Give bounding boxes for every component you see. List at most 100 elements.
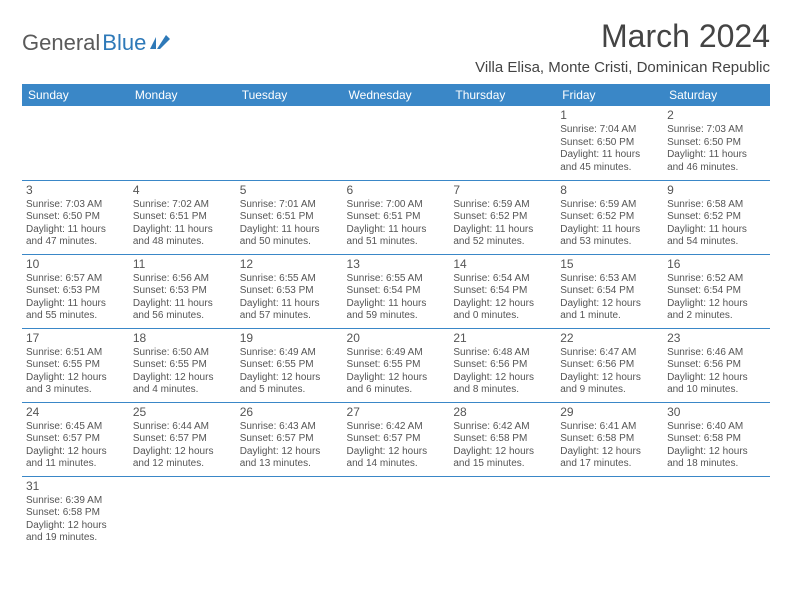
daylight-text: Daylight: 11 hours and 54 minutes. <box>667 224 766 249</box>
sunset-text: Sunset: 6:52 PM <box>453 211 552 224</box>
calendar-table: SundayMondayTuesdayWednesdayThursdayFrid… <box>22 84 770 550</box>
daylight-text: Daylight: 11 hours and 50 minutes. <box>240 224 339 249</box>
calendar-empty-cell <box>663 476 770 550</box>
calendar-week-row: 10Sunrise: 6:57 AMSunset: 6:53 PMDayligh… <box>22 254 770 328</box>
daylight-text: Daylight: 11 hours and 59 minutes. <box>347 298 446 323</box>
sunrise-text: Sunrise: 7:03 AM <box>26 199 125 212</box>
daylight-text: Daylight: 12 hours and 9 minutes. <box>560 372 659 397</box>
calendar-week-row: 1Sunrise: 7:04 AMSunset: 6:50 PMDaylight… <box>22 106 770 180</box>
day-number: 23 <box>667 331 766 346</box>
day-number: 21 <box>453 331 552 346</box>
day-number: 6 <box>347 183 446 198</box>
calendar-day-cell: 9Sunrise: 6:58 AMSunset: 6:52 PMDaylight… <box>663 180 770 254</box>
calendar-day-cell: 10Sunrise: 6:57 AMSunset: 6:53 PMDayligh… <box>22 254 129 328</box>
calendar-empty-cell <box>129 476 236 550</box>
logo-text-blue: Blue <box>102 30 146 56</box>
sunset-text: Sunset: 6:51 PM <box>133 211 232 224</box>
sunrise-text: Sunrise: 6:53 AM <box>560 273 659 286</box>
day-number: 13 <box>347 257 446 272</box>
daylight-text: Daylight: 11 hours and 48 minutes. <box>133 224 232 249</box>
calendar-day-cell: 28Sunrise: 6:42 AMSunset: 6:58 PMDayligh… <box>449 402 556 476</box>
day-number: 17 <box>26 331 125 346</box>
daylight-text: Daylight: 12 hours and 2 minutes. <box>667 298 766 323</box>
day-number: 31 <box>26 479 125 494</box>
calendar-empty-cell <box>449 476 556 550</box>
sunrise-text: Sunrise: 6:52 AM <box>667 273 766 286</box>
calendar-day-cell: 30Sunrise: 6:40 AMSunset: 6:58 PMDayligh… <box>663 402 770 476</box>
daylight-text: Daylight: 12 hours and 5 minutes. <box>240 372 339 397</box>
sunset-text: Sunset: 6:53 PM <box>26 285 125 298</box>
sunset-text: Sunset: 6:54 PM <box>453 285 552 298</box>
daylight-text: Daylight: 12 hours and 19 minutes. <box>26 520 125 545</box>
column-header: Friday <box>556 84 663 106</box>
calendar-day-cell: 7Sunrise: 6:59 AMSunset: 6:52 PMDaylight… <box>449 180 556 254</box>
calendar-day-cell: 11Sunrise: 6:56 AMSunset: 6:53 PMDayligh… <box>129 254 236 328</box>
daylight-text: Daylight: 12 hours and 0 minutes. <box>453 298 552 323</box>
calendar-day-cell: 23Sunrise: 6:46 AMSunset: 6:56 PMDayligh… <box>663 328 770 402</box>
day-number: 20 <box>347 331 446 346</box>
sunset-text: Sunset: 6:58 PM <box>26 507 125 520</box>
sunset-text: Sunset: 6:55 PM <box>347 359 446 372</box>
column-header: Wednesday <box>343 84 450 106</box>
day-number: 18 <box>133 331 232 346</box>
calendar-empty-cell <box>22 106 129 180</box>
day-number: 1 <box>560 108 659 123</box>
sunrise-text: Sunrise: 6:44 AM <box>133 421 232 434</box>
daylight-text: Daylight: 11 hours and 57 minutes. <box>240 298 339 323</box>
sunrise-text: Sunrise: 6:51 AM <box>26 347 125 360</box>
sunrise-text: Sunrise: 6:41 AM <box>560 421 659 434</box>
sunrise-text: Sunrise: 6:58 AM <box>667 199 766 212</box>
daylight-text: Daylight: 12 hours and 11 minutes. <box>26 446 125 471</box>
sunset-text: Sunset: 6:50 PM <box>667 137 766 150</box>
sunset-text: Sunset: 6:54 PM <box>560 285 659 298</box>
sunset-text: Sunset: 6:55 PM <box>133 359 232 372</box>
sunset-text: Sunset: 6:54 PM <box>667 285 766 298</box>
sunset-text: Sunset: 6:51 PM <box>240 211 339 224</box>
daylight-text: Daylight: 12 hours and 15 minutes. <box>453 446 552 471</box>
sunrise-text: Sunrise: 6:42 AM <box>453 421 552 434</box>
sunset-text: Sunset: 6:57 PM <box>347 433 446 446</box>
daylight-text: Daylight: 12 hours and 14 minutes. <box>347 446 446 471</box>
daylight-text: Daylight: 11 hours and 47 minutes. <box>26 224 125 249</box>
calendar-day-cell: 5Sunrise: 7:01 AMSunset: 6:51 PMDaylight… <box>236 180 343 254</box>
month-title: March 2024 <box>475 18 770 55</box>
daylight-text: Daylight: 12 hours and 3 minutes. <box>26 372 125 397</box>
sunrise-text: Sunrise: 6:40 AM <box>667 421 766 434</box>
sunset-text: Sunset: 6:58 PM <box>453 433 552 446</box>
column-header: Thursday <box>449 84 556 106</box>
calendar-empty-cell <box>129 106 236 180</box>
calendar-body: 1Sunrise: 7:04 AMSunset: 6:50 PMDaylight… <box>22 106 770 550</box>
sunrise-text: Sunrise: 7:00 AM <box>347 199 446 212</box>
calendar-week-row: 31Sunrise: 6:39 AMSunset: 6:58 PMDayligh… <box>22 476 770 550</box>
calendar-day-cell: 12Sunrise: 6:55 AMSunset: 6:53 PMDayligh… <box>236 254 343 328</box>
daylight-text: Daylight: 11 hours and 55 minutes. <box>26 298 125 323</box>
sunrise-text: Sunrise: 6:56 AM <box>133 273 232 286</box>
calendar-day-cell: 24Sunrise: 6:45 AMSunset: 6:57 PMDayligh… <box>22 402 129 476</box>
calendar-day-cell: 14Sunrise: 6:54 AMSunset: 6:54 PMDayligh… <box>449 254 556 328</box>
logo: General Blue <box>22 30 170 56</box>
calendar-day-cell: 8Sunrise: 6:59 AMSunset: 6:52 PMDaylight… <box>556 180 663 254</box>
daylight-text: Daylight: 12 hours and 8 minutes. <box>453 372 552 397</box>
sunset-text: Sunset: 6:51 PM <box>347 211 446 224</box>
calendar-day-cell: 13Sunrise: 6:55 AMSunset: 6:54 PMDayligh… <box>343 254 450 328</box>
calendar-empty-cell <box>343 106 450 180</box>
sunset-text: Sunset: 6:55 PM <box>26 359 125 372</box>
logo-text-general: General <box>22 30 100 56</box>
sunrise-text: Sunrise: 6:55 AM <box>240 273 339 286</box>
calendar-day-cell: 21Sunrise: 6:48 AMSunset: 6:56 PMDayligh… <box>449 328 556 402</box>
day-number: 28 <box>453 405 552 420</box>
calendar-day-cell: 3Sunrise: 7:03 AMSunset: 6:50 PMDaylight… <box>22 180 129 254</box>
calendar-day-cell: 6Sunrise: 7:00 AMSunset: 6:51 PMDaylight… <box>343 180 450 254</box>
sunrise-text: Sunrise: 6:59 AM <box>560 199 659 212</box>
daylight-text: Daylight: 12 hours and 6 minutes. <box>347 372 446 397</box>
daylight-text: Daylight: 12 hours and 18 minutes. <box>667 446 766 471</box>
day-number: 29 <box>560 405 659 420</box>
day-number: 9 <box>667 183 766 198</box>
day-number: 3 <box>26 183 125 198</box>
calendar-empty-cell <box>449 106 556 180</box>
sunset-text: Sunset: 6:53 PM <box>133 285 232 298</box>
daylight-text: Daylight: 12 hours and 17 minutes. <box>560 446 659 471</box>
day-number: 15 <box>560 257 659 272</box>
sunset-text: Sunset: 6:58 PM <box>560 433 659 446</box>
day-number: 4 <box>133 183 232 198</box>
